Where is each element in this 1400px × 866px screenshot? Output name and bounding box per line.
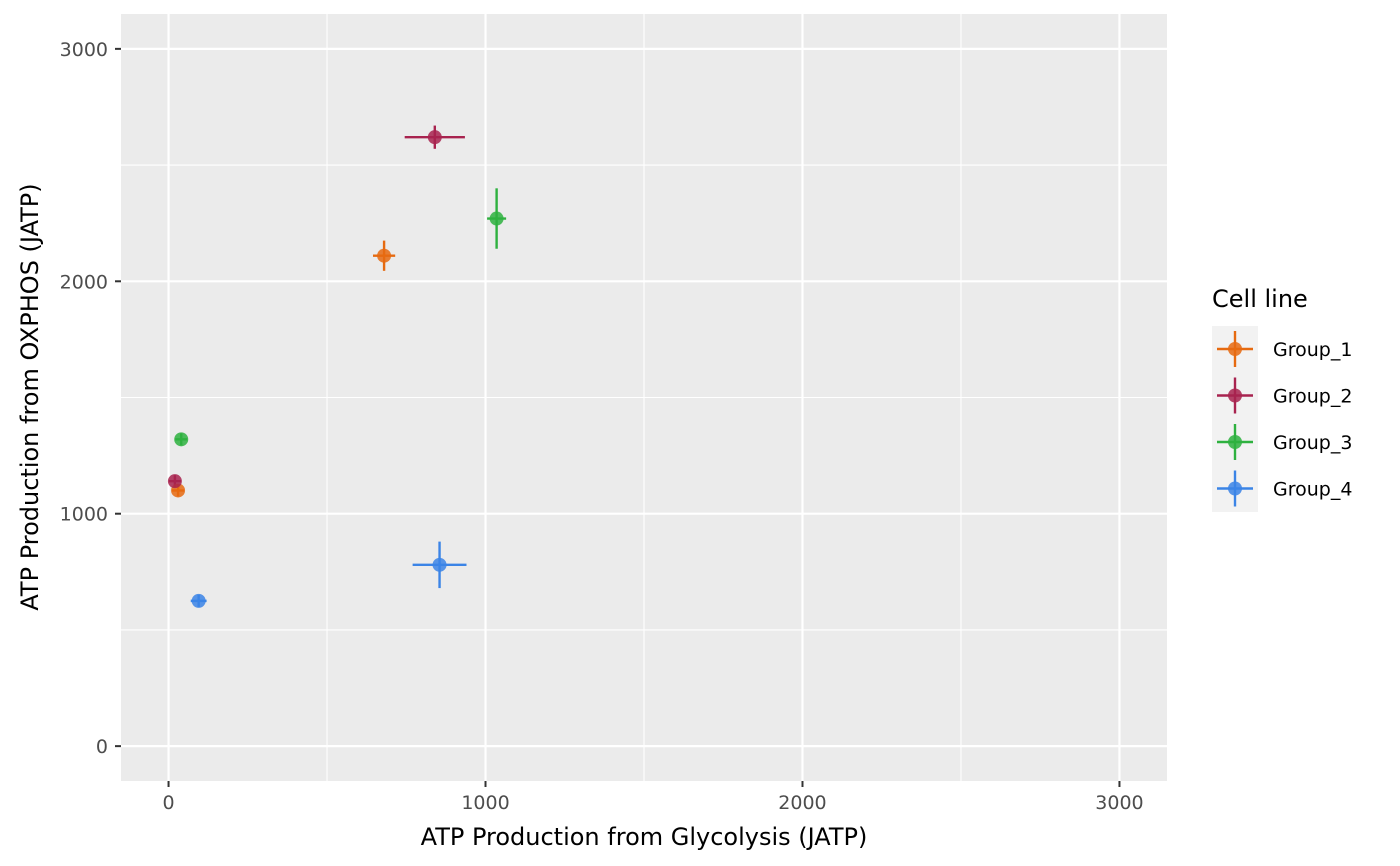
y-axis-title: ATP Production from OXPHOS (JATP) — [16, 183, 44, 610]
legend-item: Group_3 — [1217, 424, 1352, 460]
x-tick-label: 1000 — [461, 792, 509, 814]
legend-label: Group_4 — [1273, 479, 1352, 501]
legend-label: Group_3 — [1273, 432, 1352, 454]
x-tick-label: 0 — [162, 792, 174, 814]
legend-items: Group_1 Group_2 Group_3 Group_4 — [1217, 331, 1352, 507]
legend-key-point — [1228, 435, 1242, 449]
legend-item: Group_4 — [1217, 470, 1352, 507]
data-point — [489, 211, 504, 226]
major-gridlines — [121, 14, 1167, 781]
data-point — [167, 474, 182, 489]
x-axis-title: ATP Production from Glycolysis (JATP) — [421, 823, 868, 851]
data-point — [427, 130, 442, 145]
legend-title: Cell line — [1212, 285, 1308, 313]
y-tick-label: 0 — [96, 736, 108, 758]
legend-key-point — [1228, 388, 1242, 403]
legend-key-point — [1228, 342, 1242, 356]
data-point — [377, 248, 392, 263]
y-tick-label: 2000 — [60, 271, 108, 293]
legend: Cell line Group_1 Group_2 Group_3 Group_4 — [1212, 285, 1352, 512]
data-points — [167, 130, 504, 608]
x-tick-label: 3000 — [1095, 792, 1143, 814]
y-tick-label: 1000 — [60, 504, 108, 526]
data-point — [174, 432, 189, 447]
y-tick-label: 3000 — [60, 39, 108, 61]
x-tick-label: 2000 — [778, 792, 826, 814]
legend-label: Group_1 — [1273, 339, 1352, 361]
y-axis-ticks: 0 1000 2000 3000 — [60, 39, 121, 758]
legend-item: Group_1 — [1217, 331, 1352, 367]
legend-item: Group_2 — [1217, 377, 1352, 414]
legend-label: Group_2 — [1273, 386, 1352, 408]
minor-gridlines — [121, 14, 1167, 781]
data-point — [191, 593, 206, 608]
data-point — [432, 557, 447, 572]
legend-key-point — [1228, 481, 1242, 496]
x-axis-ticks: 0 1000 2000 3000 — [162, 781, 1144, 814]
